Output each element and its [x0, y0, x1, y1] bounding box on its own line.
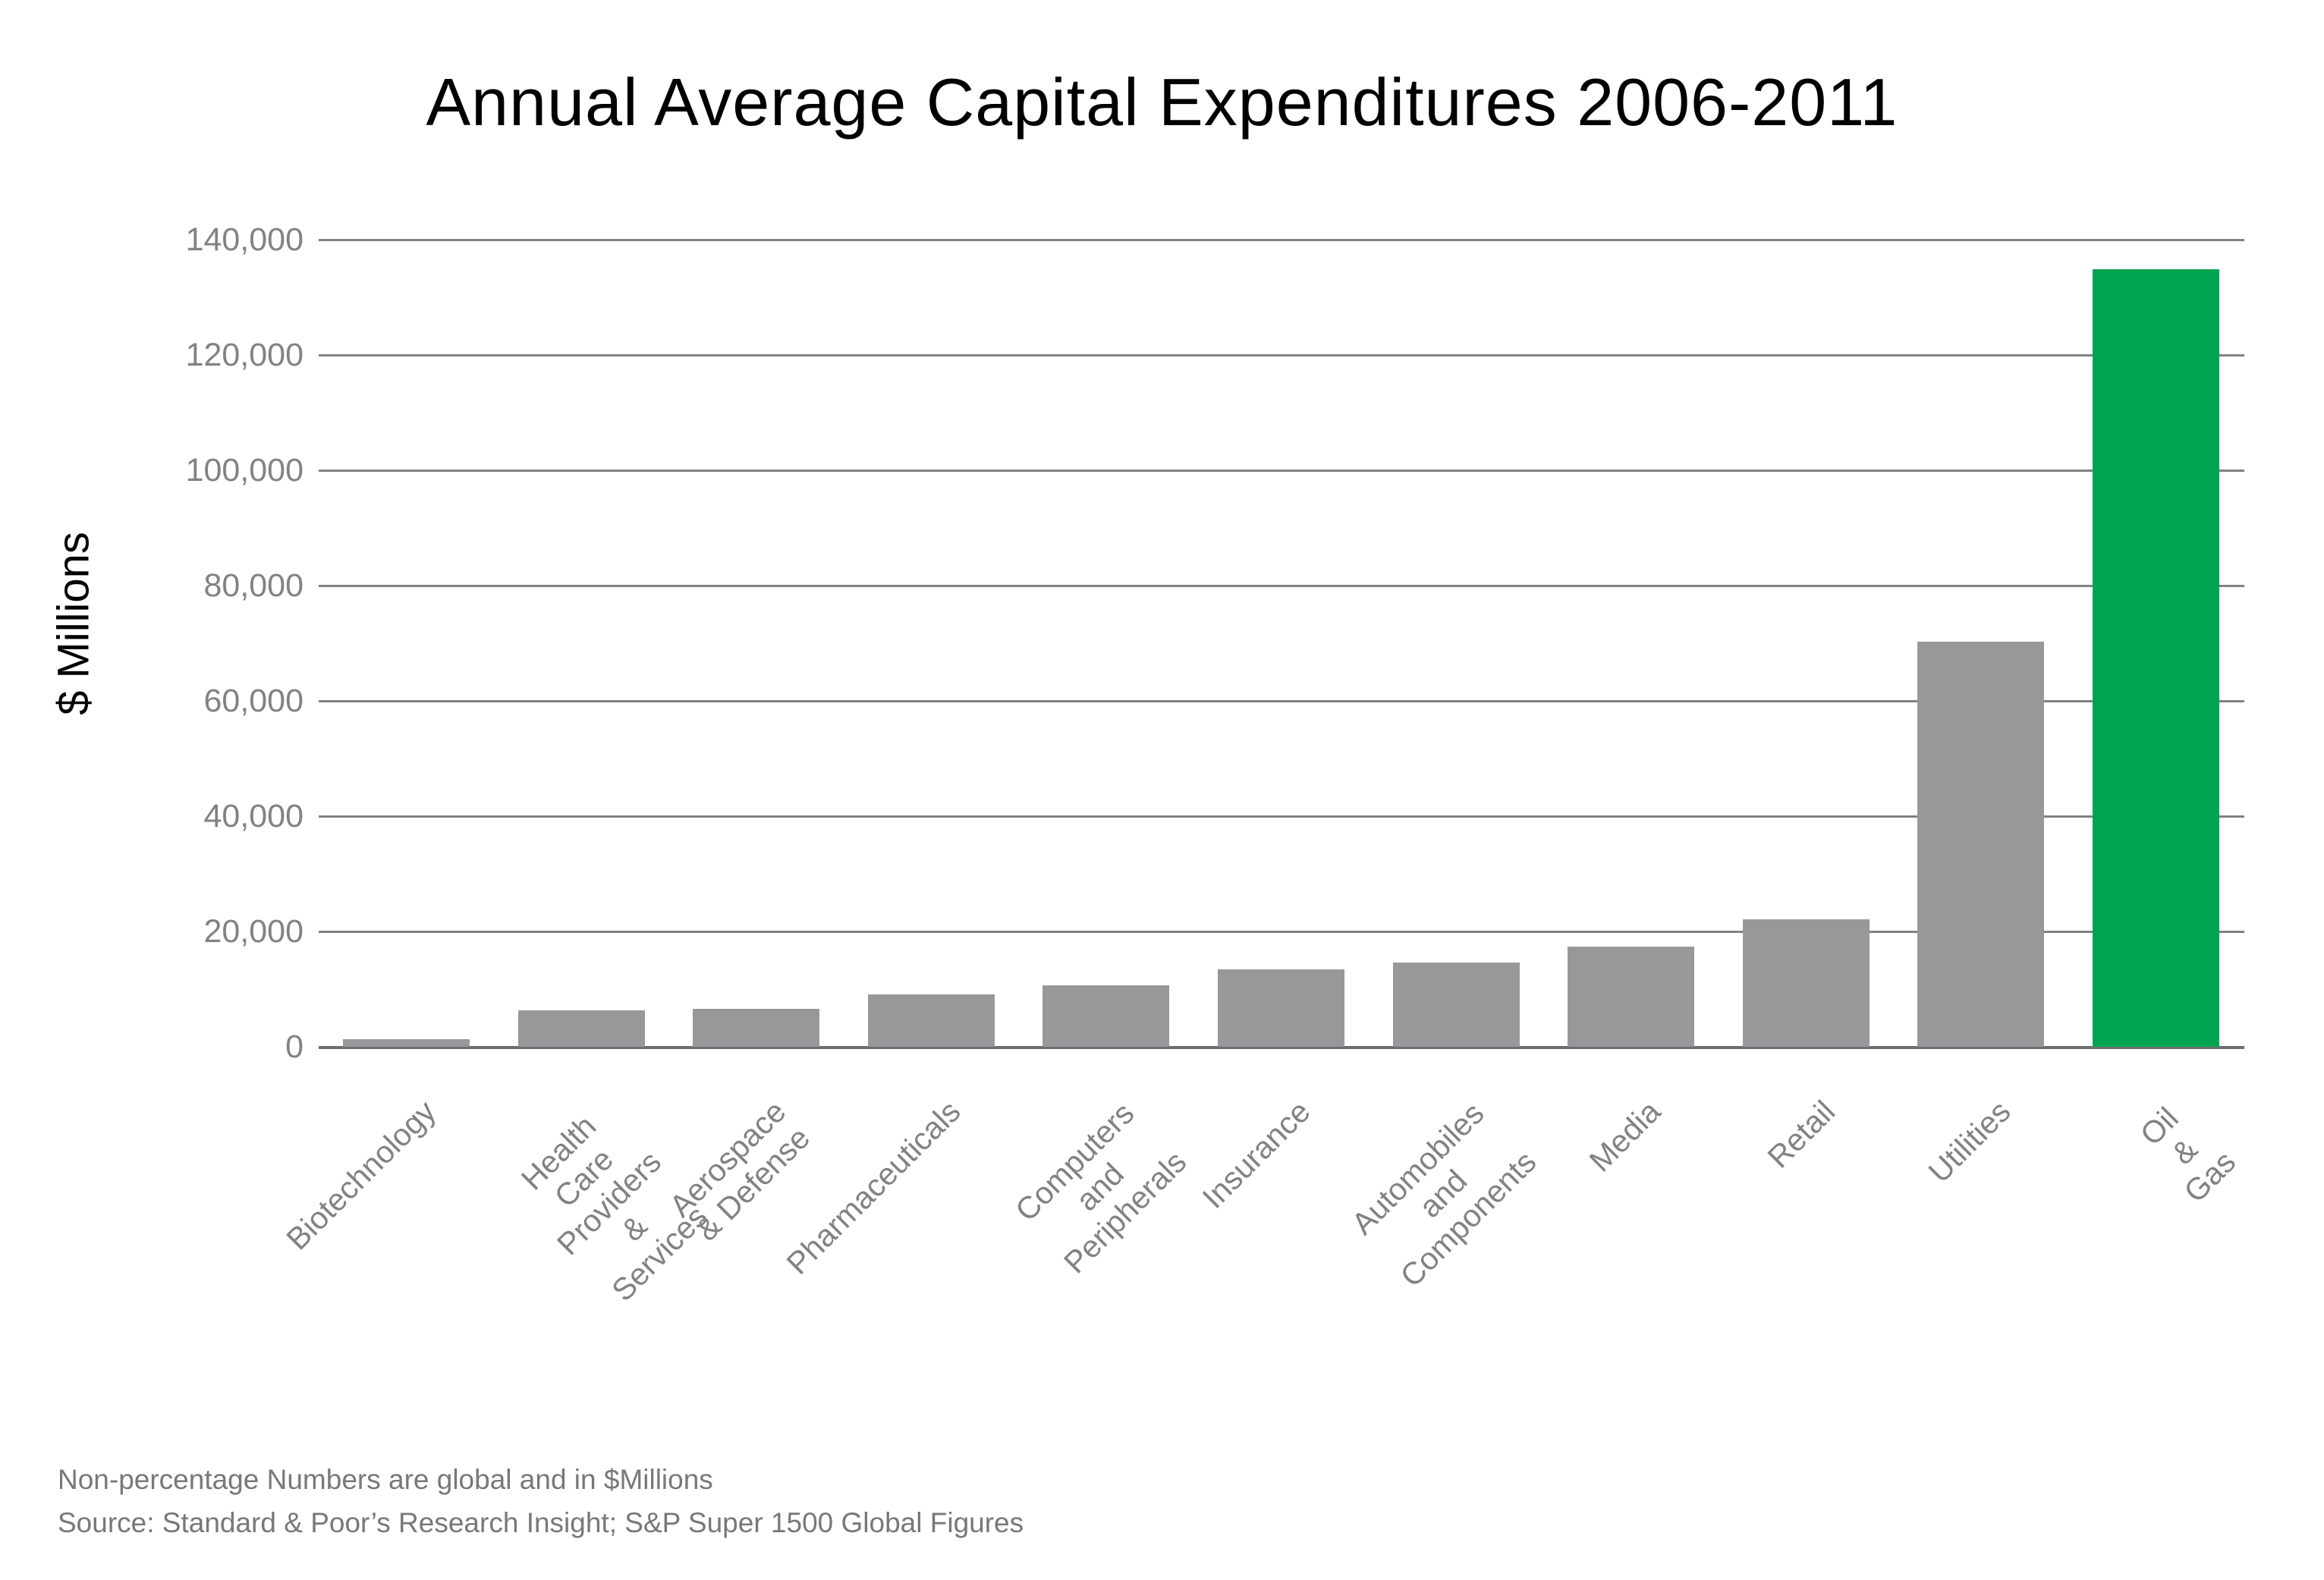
y-tick-label: 60,000 [203, 683, 303, 719]
x-tick-label: Pharmaceuticals [779, 1094, 967, 1281]
x-tick-label: Computers and Peripherals [1008, 1095, 1193, 1280]
y-tick-label: 0 [285, 1029, 303, 1065]
gridline [319, 470, 2244, 472]
gridline [319, 354, 2244, 357]
gridline [319, 239, 2244, 241]
bar-automobiles-and-components [1392, 963, 1520, 1047]
bar-utilities [1917, 641, 2045, 1047]
bar-pharmaceuticals [867, 994, 995, 1047]
x-tick-label: Automobiles and Components [1344, 1095, 1543, 1294]
bar-biotechnology [343, 1039, 470, 1047]
x-axis-line [319, 1046, 2244, 1049]
y-tick-label: 120,000 [185, 337, 303, 373]
bar-retail [1742, 919, 1870, 1047]
bar-health-care-providers-services [517, 1010, 645, 1047]
plot-area: 0 20,000 40,000 60,000 80,000 100,000 120,000 1… [186, 221, 2244, 1308]
x-tick-label: Utilities [1921, 1094, 2017, 1189]
y-tick-label: 40,000 [203, 798, 303, 834]
footer-source: Source: Standard & Poor’s Research Insig… [58, 1507, 1024, 1538]
gridline [319, 585, 2244, 587]
x-tick-label: Oil & Gas [2134, 1100, 2243, 1210]
bar-computers-and-peripherals [1042, 985, 1170, 1047]
bar-oil-gas [2093, 269, 2219, 1047]
gridline [319, 931, 2244, 933]
bar-aerospace-defense [693, 1008, 820, 1047]
gridline [319, 815, 2244, 818]
y-tick-label: 100,000 [185, 452, 303, 488]
bar-media [1568, 946, 1695, 1047]
y-tick-label: 80,000 [203, 567, 303, 604]
x-tick-label: Insurance [1196, 1094, 1318, 1215]
y-tick-label: 20,000 [203, 913, 303, 950]
bar-insurance [1218, 969, 1344, 1047]
chart-footer: Non-percentage Numbers are global and in… [58, 1458, 1024, 1544]
chart-title: Annual Average Capital Expenditures 2006… [426, 64, 1898, 140]
x-tick-label: Media [1582, 1094, 1668, 1179]
footer-note: Non-percentage Numbers are global and in… [58, 1464, 713, 1495]
x-tick-label: Biotechnology [279, 1094, 443, 1257]
gridline [319, 700, 2244, 702]
x-tick-label: Retail [1761, 1094, 1842, 1175]
y-tick-label: 140,000 [185, 221, 303, 258]
